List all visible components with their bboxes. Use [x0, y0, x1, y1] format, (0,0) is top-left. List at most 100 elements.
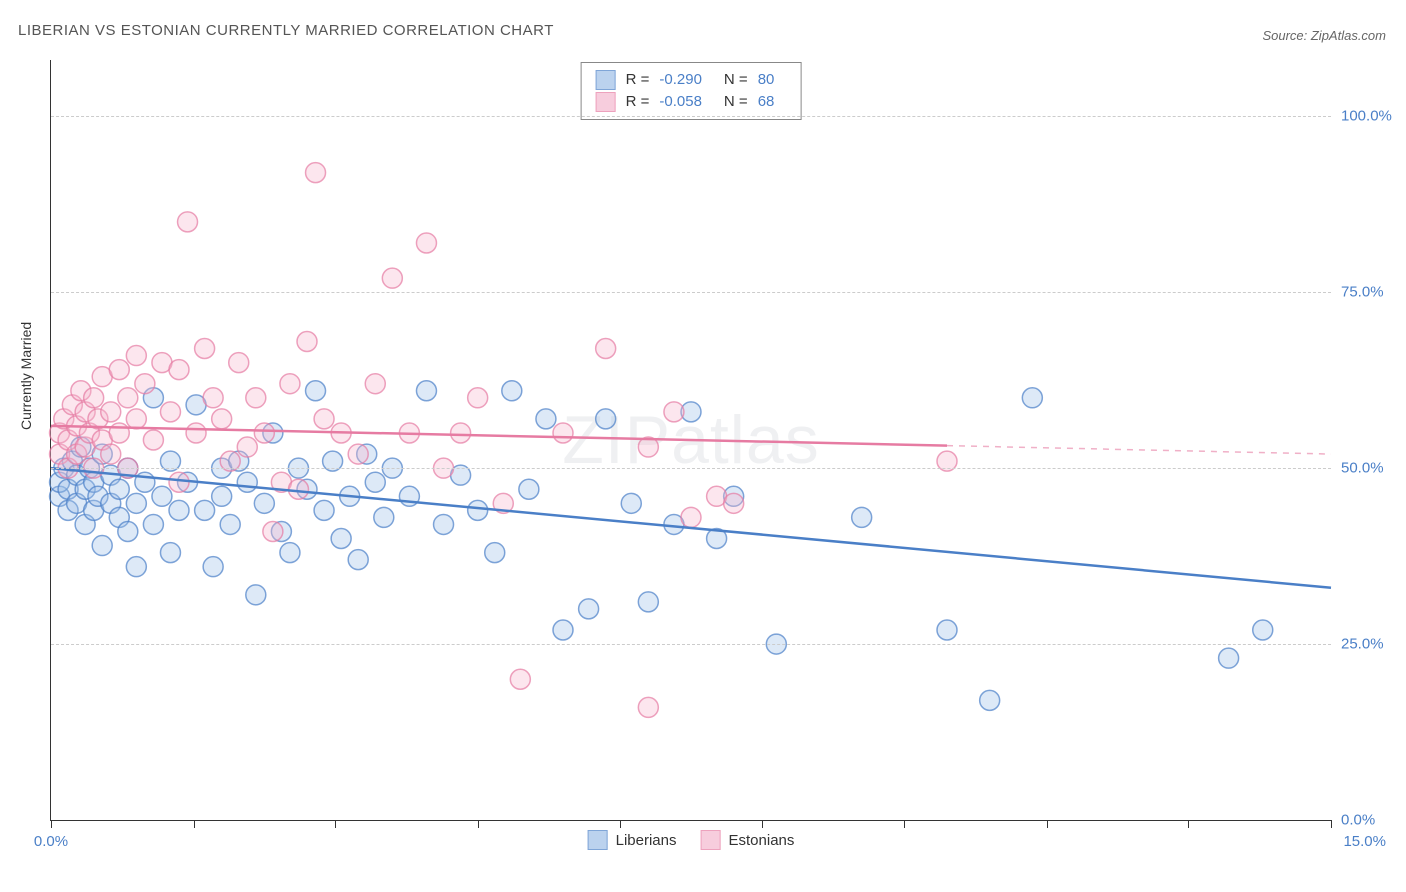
data-point: [434, 514, 454, 534]
data-point: [280, 543, 300, 563]
data-point: [135, 374, 155, 394]
data-point: [416, 381, 436, 401]
x-tick-label: 0.0%: [34, 833, 68, 850]
data-point: [220, 514, 240, 534]
data-point: [621, 493, 641, 513]
data-point: [143, 514, 163, 534]
data-point: [980, 690, 1000, 710]
data-point: [160, 543, 180, 563]
x-tick: [194, 820, 195, 828]
source-prefix: Source:: [1262, 28, 1310, 43]
x-tick: [904, 820, 905, 828]
data-point: [229, 353, 249, 373]
x-tick: [335, 820, 336, 828]
data-point: [937, 620, 957, 640]
data-point: [92, 536, 112, 556]
data-point: [331, 529, 351, 549]
data-point: [195, 500, 215, 520]
data-point: [664, 402, 684, 422]
data-point: [314, 500, 334, 520]
data-point: [237, 472, 257, 492]
x-tick: [620, 820, 621, 828]
data-point: [109, 479, 129, 499]
data-point: [152, 486, 172, 506]
data-point: [280, 374, 300, 394]
data-point: [101, 402, 121, 422]
data-point: [169, 472, 189, 492]
legend-item: Estonians: [701, 830, 795, 850]
data-point: [1022, 388, 1042, 408]
data-point: [724, 493, 744, 513]
grid-line: [51, 468, 1331, 469]
data-point: [579, 599, 599, 619]
data-point: [109, 423, 129, 443]
chart-title: LIBERIAN VS ESTONIAN CURRENTLY MARRIED C…: [18, 22, 554, 39]
data-point: [254, 493, 274, 513]
legend-label: Estonians: [729, 832, 795, 849]
data-point: [169, 360, 189, 380]
source-attribution: Source: ZipAtlas.com: [1262, 28, 1386, 43]
source-name: ZipAtlas.com: [1311, 28, 1386, 43]
data-point: [254, 423, 274, 443]
grid-line: [51, 644, 1331, 645]
data-point: [84, 388, 104, 408]
data-point: [374, 507, 394, 527]
data-point: [109, 360, 129, 380]
data-point: [288, 479, 308, 499]
x-tick-label: 15.0%: [1343, 833, 1386, 850]
data-point: [126, 493, 146, 513]
data-point: [348, 550, 368, 570]
y-tick-label: 100.0%: [1341, 108, 1401, 125]
data-point: [143, 430, 163, 450]
data-point: [553, 620, 573, 640]
data-point: [203, 388, 223, 408]
y-tick-label: 50.0%: [1341, 460, 1401, 477]
data-point: [468, 388, 488, 408]
x-tick: [762, 820, 763, 828]
chart-svg: [51, 60, 1331, 820]
data-point: [306, 163, 326, 183]
data-point: [203, 557, 223, 577]
data-point: [382, 268, 402, 288]
data-point: [186, 423, 206, 443]
data-point: [246, 585, 266, 605]
y-axis-label: Currently Married: [18, 322, 34, 430]
data-point: [596, 409, 616, 429]
data-point: [638, 592, 658, 612]
data-point: [451, 423, 471, 443]
trend-line: [51, 468, 1331, 588]
data-point: [416, 233, 436, 253]
data-point: [519, 479, 539, 499]
data-point: [118, 388, 138, 408]
legend-item: Liberians: [588, 830, 677, 850]
data-point: [681, 507, 701, 527]
data-point: [195, 339, 215, 359]
data-point: [1219, 648, 1239, 668]
y-tick-label: 0.0%: [1341, 812, 1401, 829]
data-point: [126, 557, 146, 577]
data-point: [314, 409, 334, 429]
trend-line: [51, 426, 947, 446]
legend-label: Liberians: [616, 832, 677, 849]
data-point: [553, 423, 573, 443]
data-point: [510, 669, 530, 689]
data-point: [348, 444, 368, 464]
data-point: [126, 346, 146, 366]
data-point: [502, 381, 522, 401]
plot-area: ZIPatlas R = -0.290 N = 80 R = -0.058 N …: [50, 60, 1331, 821]
swatch-icon: [588, 830, 608, 850]
data-point: [212, 486, 232, 506]
data-point: [638, 697, 658, 717]
grid-line: [51, 116, 1331, 117]
data-point: [246, 388, 266, 408]
x-tick: [1188, 820, 1189, 828]
data-point: [118, 521, 138, 541]
x-tick: [51, 820, 52, 828]
data-point: [365, 472, 385, 492]
data-point: [101, 444, 121, 464]
x-tick: [1331, 820, 1332, 828]
data-point: [306, 381, 326, 401]
data-point: [126, 409, 146, 429]
data-point: [297, 331, 317, 351]
trend-line-dashed: [947, 446, 1331, 454]
